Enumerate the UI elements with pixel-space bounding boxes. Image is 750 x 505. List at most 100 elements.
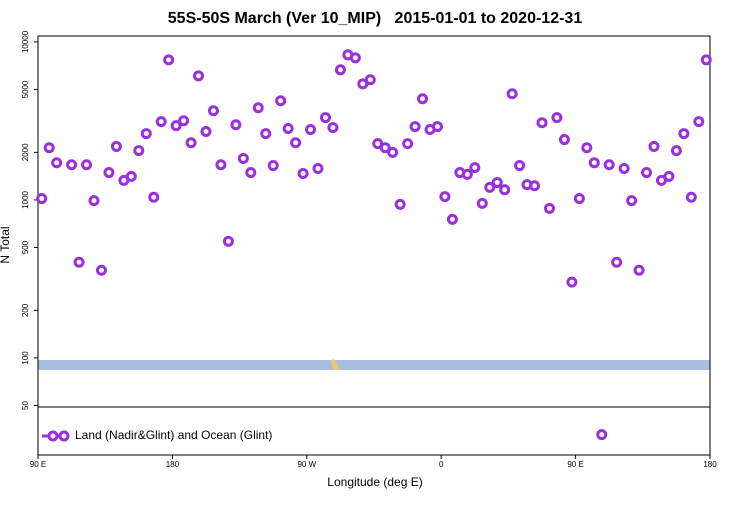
data-point	[700, 54, 712, 66]
data-point	[506, 88, 518, 100]
data-point	[155, 116, 167, 128]
data-point	[641, 167, 653, 179]
data-point	[200, 126, 212, 138]
data-point	[163, 54, 175, 66]
data-point	[282, 123, 294, 135]
data-point	[536, 117, 548, 129]
data-point	[267, 160, 279, 172]
legend-marker	[47, 430, 59, 442]
data-point	[133, 145, 145, 157]
data-point	[581, 142, 593, 154]
x-tick-label: 90 E	[30, 460, 46, 469]
data-point	[73, 256, 85, 268]
data-point	[693, 116, 705, 128]
data-point	[88, 195, 100, 207]
data-point	[95, 264, 107, 276]
data-point	[43, 142, 55, 154]
data-point	[566, 276, 578, 288]
x-tick-label: 180	[166, 460, 180, 469]
data-point	[81, 159, 93, 171]
land-ocean-strip	[38, 360, 710, 370]
data-point	[484, 181, 496, 193]
data-point	[260, 128, 272, 140]
data-point	[529, 180, 541, 192]
data-point	[402, 138, 414, 150]
y-tick-label: 5000	[21, 80, 30, 98]
data-point	[193, 70, 205, 82]
y-tick-label: 1000	[21, 190, 30, 208]
data-point	[379, 142, 391, 154]
data-point	[678, 128, 690, 140]
data-point	[409, 121, 421, 133]
x-tick-label: 180	[703, 460, 717, 469]
data-point	[148, 191, 160, 203]
data-point	[543, 202, 555, 214]
data-point	[36, 193, 48, 205]
data-point	[103, 167, 115, 179]
data-point	[319, 112, 331, 124]
y-tick-label: 10000	[21, 30, 30, 53]
data-point	[611, 256, 623, 268]
land-patch	[331, 359, 340, 370]
data-point	[185, 137, 197, 149]
data-point	[252, 102, 264, 114]
data-point	[110, 140, 122, 152]
data-point	[125, 170, 137, 182]
y-tick-label: 2000	[21, 143, 30, 161]
data-point	[573, 193, 585, 205]
data-point	[245, 167, 257, 179]
data-point	[439, 191, 451, 203]
data-point	[633, 264, 645, 276]
y-tick-label: 100	[21, 351, 30, 365]
data-point	[140, 128, 152, 140]
data-point	[596, 429, 608, 441]
data-point	[491, 176, 503, 188]
x-tick-label: 90 E	[567, 460, 583, 469]
data-point	[499, 184, 511, 196]
data-point	[588, 157, 600, 169]
data-point	[290, 137, 302, 149]
data-point	[207, 105, 219, 117]
data-point	[603, 159, 615, 171]
data-point	[312, 163, 324, 175]
data-point	[334, 64, 346, 76]
data-point	[305, 124, 317, 136]
data-point	[417, 93, 429, 105]
data-point	[551, 112, 563, 124]
y-axis-label: N Total	[0, 226, 12, 263]
data-point	[476, 197, 488, 209]
data-point	[297, 167, 309, 179]
plot-frame	[37, 35, 711, 456]
data-point	[51, 157, 63, 169]
data-point	[685, 191, 697, 203]
x-tick-label: 0	[439, 460, 444, 469]
data-point	[431, 121, 443, 133]
data-point	[364, 74, 376, 86]
data-point	[394, 198, 406, 210]
data-point	[178, 115, 190, 127]
data-point	[446, 213, 458, 225]
y-tick-label: 500	[21, 240, 30, 254]
data-point	[222, 235, 234, 247]
x-axis-label: Longitude (deg E)	[327, 475, 422, 489]
data-point	[387, 146, 399, 158]
data-point	[461, 168, 473, 180]
legend-marker	[58, 430, 70, 442]
data-point	[670, 145, 682, 157]
data-point	[618, 163, 630, 175]
data-point	[514, 160, 526, 172]
data-point	[327, 122, 339, 134]
data-point	[558, 134, 570, 146]
y-tick-label: 50	[21, 400, 30, 409]
chart-title: 55S-50S March (Ver 10_MIP) 2015-01-01 to…	[168, 10, 583, 27]
y-tick-label: 200	[21, 303, 30, 317]
data-point	[230, 119, 242, 131]
data-point	[349, 52, 361, 64]
data-point	[648, 140, 660, 152]
data-point	[170, 120, 182, 132]
data-point	[275, 95, 287, 107]
data-point	[663, 170, 675, 182]
data-point	[215, 159, 227, 171]
